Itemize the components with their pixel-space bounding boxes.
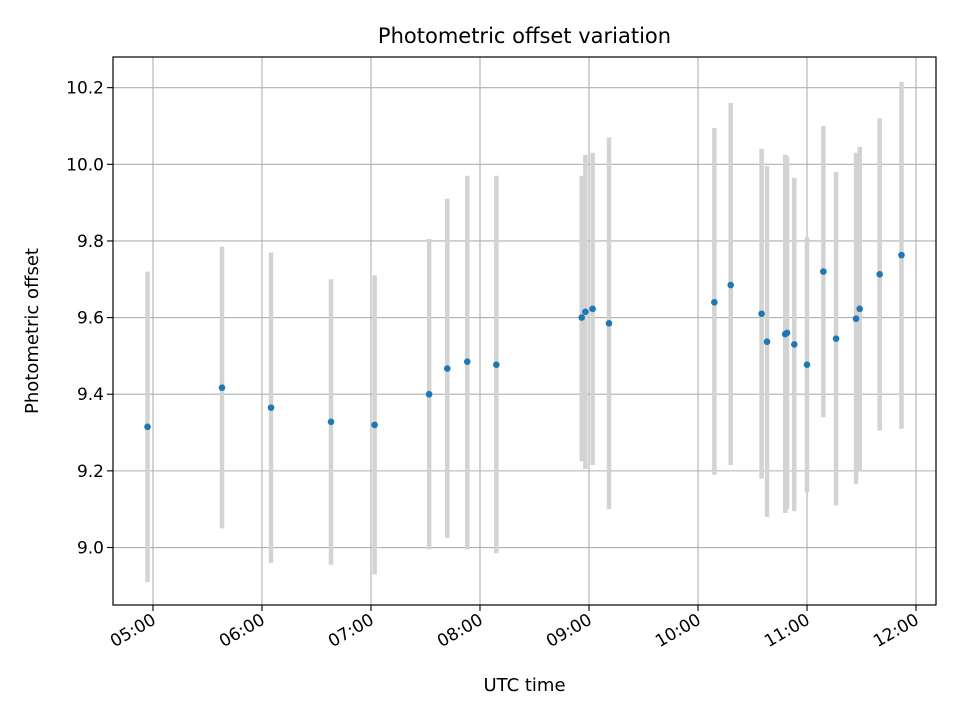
y-tick-label: 10.0: [66, 155, 104, 175]
data-point: [763, 338, 771, 346]
data-point: [493, 361, 500, 369]
data-point: [727, 281, 735, 289]
data-point: [832, 335, 840, 342]
data-point: [876, 270, 883, 278]
chart-title: Photometric offset variation: [378, 24, 671, 48]
data-point: [589, 305, 596, 313]
y-tick-label: 9.2: [77, 462, 104, 482]
x-axis-label: UTC time: [483, 675, 565, 696]
data-point: [711, 298, 718, 306]
data-point: [425, 390, 433, 398]
data-point: [327, 418, 335, 426]
data-point: [820, 268, 827, 275]
data-point: [605, 320, 613, 327]
plot-area: [113, 57, 936, 605]
data-point: [578, 314, 586, 321]
y-tick-label: 9.8: [77, 232, 104, 252]
data-point: [267, 404, 275, 411]
data-point: [898, 251, 905, 259]
data-point: [758, 310, 765, 318]
y-tick-label: 9.6: [77, 309, 104, 329]
data-point: [443, 365, 451, 372]
data-points: [144, 251, 905, 431]
data-point: [783, 329, 791, 337]
data-point: [218, 384, 226, 392]
grid: [113, 57, 936, 605]
y-tick-label: 10.2: [66, 79, 104, 99]
y-tick-label: 9.0: [77, 539, 104, 559]
plot-frame: [112, 56, 937, 606]
data-point: [803, 361, 811, 369]
y-axis-label: Photometric offset: [22, 248, 43, 414]
data-point: [463, 358, 471, 365]
data-point: [582, 308, 589, 316]
data-point: [852, 315, 860, 323]
data-point: [856, 305, 863, 313]
data-point: [790, 341, 798, 348]
data-point: [371, 421, 378, 429]
y-tick-label: 9.4: [77, 385, 104, 405]
data-point: [144, 423, 151, 431]
